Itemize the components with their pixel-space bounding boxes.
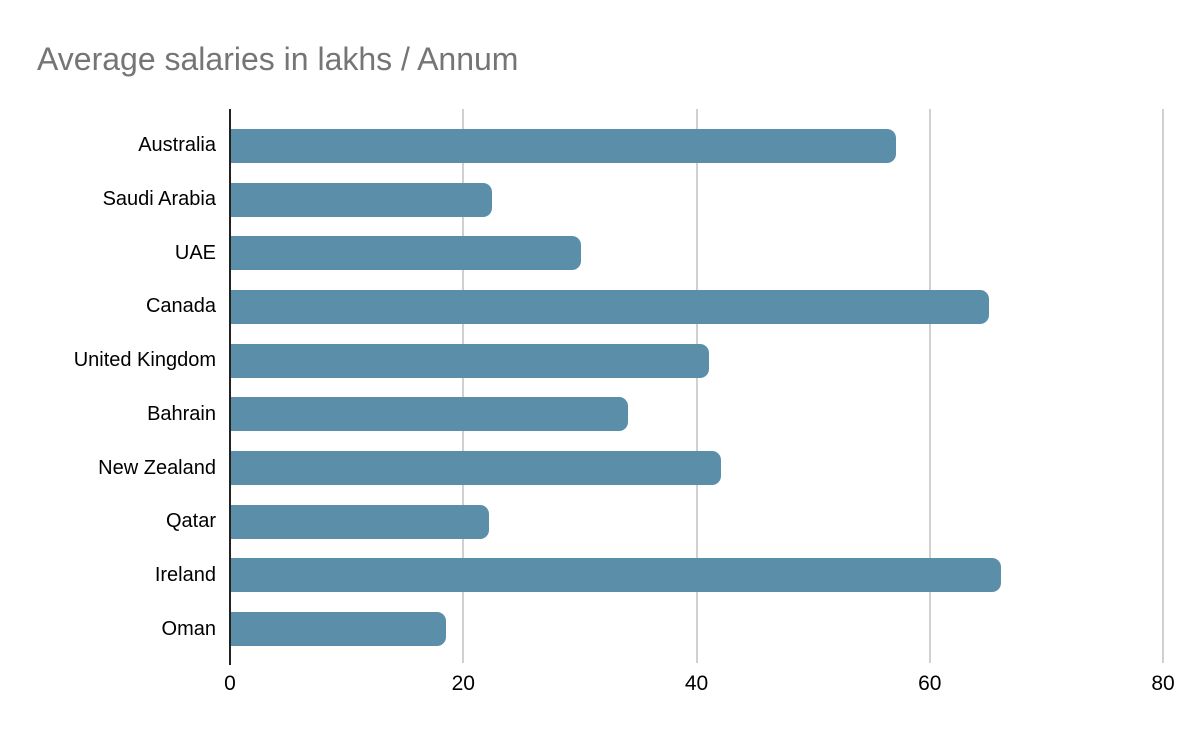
label-row: Qatar xyxy=(0,495,216,549)
x-tick-label: 80 xyxy=(1151,672,1175,695)
gridline xyxy=(1162,109,1164,663)
label-row: Bahrain xyxy=(0,388,216,442)
x-tick-label: 60 xyxy=(918,672,942,695)
bar xyxy=(231,343,710,378)
bar-row xyxy=(231,602,1164,656)
bar-row xyxy=(231,495,1164,549)
label-row: Australia xyxy=(0,119,216,173)
category-label: New Zealand xyxy=(98,456,216,479)
plot-area xyxy=(229,109,1164,665)
bar xyxy=(231,128,896,163)
label-row: Saudi Arabia xyxy=(0,173,216,227)
label-row: New Zealand xyxy=(0,441,216,495)
bar-row xyxy=(231,280,1164,334)
label-row: United Kingdom xyxy=(0,334,216,388)
bar xyxy=(231,612,446,647)
bar xyxy=(231,504,489,539)
x-tick-label: 40 xyxy=(684,672,709,695)
bar xyxy=(231,182,493,217)
category-label: Bahrain xyxy=(147,402,216,425)
label-row: Canada xyxy=(0,280,216,334)
chart-title: Average salaries in lakhs / Annum xyxy=(37,41,519,77)
label-row: UAE xyxy=(0,226,216,280)
category-label: Qatar xyxy=(165,510,216,533)
x-tick-label: 20 xyxy=(451,672,475,695)
category-label: Australia xyxy=(138,134,216,157)
gridline xyxy=(928,109,931,663)
category-label: Ireland xyxy=(154,563,216,586)
bar-row xyxy=(231,388,1164,442)
category-label: United Kingdom xyxy=(73,349,216,372)
category-label: Canada xyxy=(145,295,216,318)
category-label: Saudi Arabia xyxy=(102,188,216,211)
gridline xyxy=(462,109,465,663)
bars-container xyxy=(231,119,1164,656)
x-axis-ticks: 0 20 40 60 80 xyxy=(224,672,1175,700)
bar xyxy=(231,451,721,486)
gridline xyxy=(695,109,698,663)
bar-row xyxy=(231,549,1164,603)
bar xyxy=(231,236,581,271)
bar xyxy=(231,289,990,324)
bar-row xyxy=(231,173,1164,227)
bar-row xyxy=(231,334,1164,388)
x-tick-label: 0 xyxy=(224,672,236,695)
label-row: Ireland xyxy=(0,549,216,603)
bar-row xyxy=(231,441,1164,495)
bar xyxy=(231,397,628,432)
category-label: UAE xyxy=(174,241,216,264)
bar-row xyxy=(231,119,1164,173)
y-axis-line xyxy=(229,109,231,665)
labels-container: Australia Saudi Arabia UAE Canada United Kin… xyxy=(0,119,216,656)
bar xyxy=(231,558,1001,593)
category-label: Oman xyxy=(161,617,216,640)
label-row: Oman xyxy=(0,602,216,656)
bar-row xyxy=(231,226,1164,280)
